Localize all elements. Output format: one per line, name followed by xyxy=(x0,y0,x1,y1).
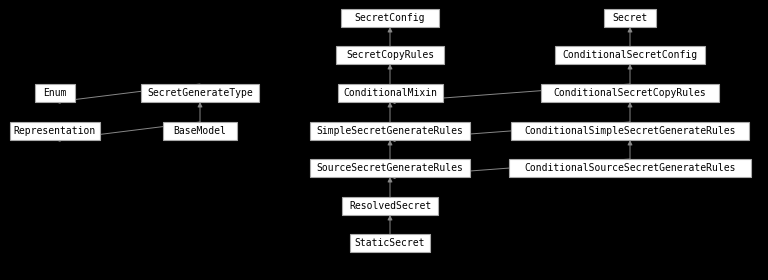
FancyBboxPatch shape xyxy=(35,84,75,102)
FancyBboxPatch shape xyxy=(141,84,259,102)
Text: ConditionalSecretConfig: ConditionalSecretConfig xyxy=(562,50,697,60)
Text: Enum: Enum xyxy=(43,88,67,98)
Text: SecretGenerateType: SecretGenerateType xyxy=(147,88,253,98)
Text: Representation: Representation xyxy=(14,126,96,136)
FancyBboxPatch shape xyxy=(336,46,444,64)
Text: StaticSecret: StaticSecret xyxy=(355,238,425,248)
Text: SourceSecretGenerateRules: SourceSecretGenerateRules xyxy=(316,163,463,173)
Text: ConditionalSimpleSecretGenerateRules: ConditionalSimpleSecretGenerateRules xyxy=(525,126,736,136)
Text: Secret: Secret xyxy=(612,13,647,23)
Text: BaseModel: BaseModel xyxy=(174,126,227,136)
FancyBboxPatch shape xyxy=(350,234,430,252)
Text: ConditionalMixin: ConditionalMixin xyxy=(343,88,437,98)
Text: ConditionalSecretCopyRules: ConditionalSecretCopyRules xyxy=(554,88,707,98)
Text: ConditionalSourceSecretGenerateRules: ConditionalSourceSecretGenerateRules xyxy=(525,163,736,173)
FancyBboxPatch shape xyxy=(10,122,100,140)
FancyBboxPatch shape xyxy=(555,46,705,64)
Text: SecretConfig: SecretConfig xyxy=(355,13,425,23)
FancyBboxPatch shape xyxy=(511,122,749,140)
Text: ResolvedSecret: ResolvedSecret xyxy=(349,201,431,211)
Text: SecretCopyRules: SecretCopyRules xyxy=(346,50,434,60)
FancyBboxPatch shape xyxy=(310,159,470,177)
FancyBboxPatch shape xyxy=(337,84,442,102)
FancyBboxPatch shape xyxy=(541,84,719,102)
Text: SimpleSecretGenerateRules: SimpleSecretGenerateRules xyxy=(316,126,463,136)
FancyBboxPatch shape xyxy=(342,197,438,215)
FancyBboxPatch shape xyxy=(310,122,470,140)
FancyBboxPatch shape xyxy=(341,9,439,27)
FancyBboxPatch shape xyxy=(604,9,656,27)
FancyBboxPatch shape xyxy=(163,122,237,140)
FancyBboxPatch shape xyxy=(509,159,751,177)
